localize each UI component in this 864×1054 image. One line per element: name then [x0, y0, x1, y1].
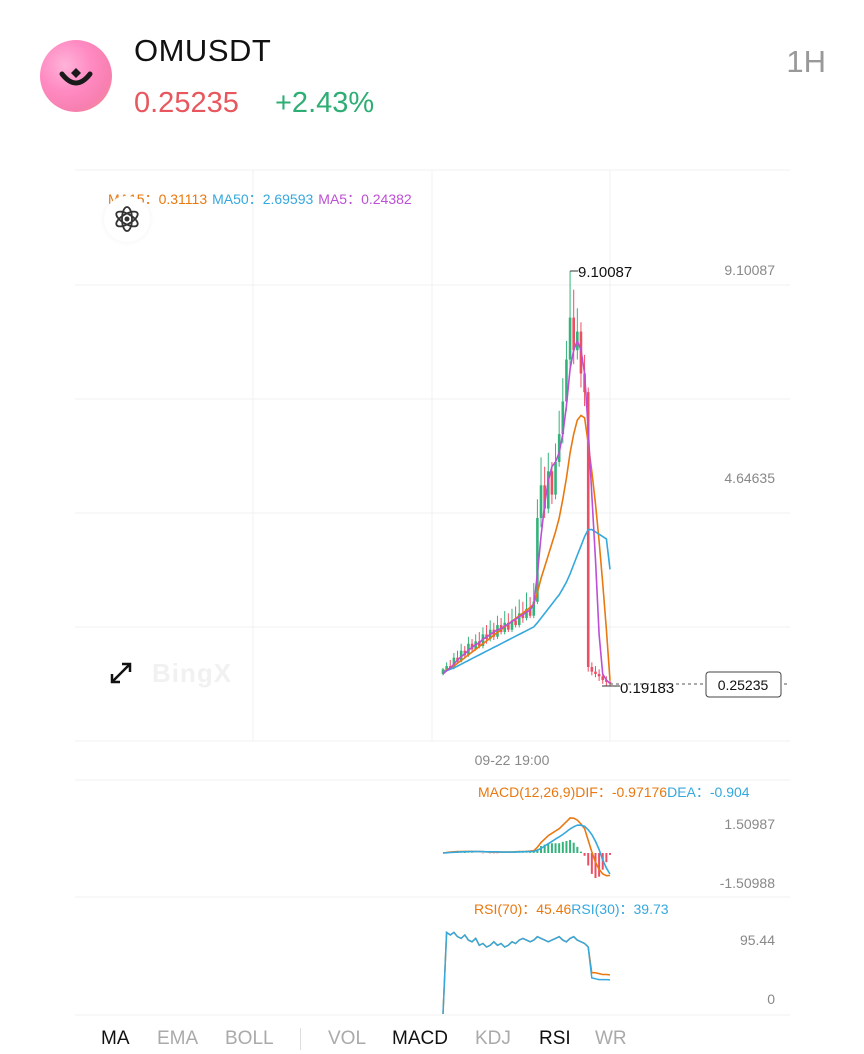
macd-y-max: 1.50987: [724, 816, 775, 832]
om-logo: [40, 40, 112, 112]
tab-wr[interactable]: WR: [595, 1028, 627, 1049]
ma-line-ma15: [442, 414, 611, 681]
candle-body: [441, 669, 445, 674]
symbol-title: OMUSDT: [134, 33, 272, 68]
candle-body: [496, 625, 499, 637]
rsi-y-min: 0: [767, 991, 775, 1007]
tab-boll[interactable]: BOLL: [225, 1028, 274, 1049]
candle-body: [543, 485, 546, 509]
candle-body: [517, 613, 521, 626]
candle-body: [561, 401, 565, 435]
rsi30-line: [442, 930, 611, 1015]
candle-body: [536, 517, 539, 602]
candle-body: [452, 657, 456, 668]
legend-label: MA50：: [212, 191, 263, 207]
candle-body: [572, 317, 575, 351]
candle-body: [565, 359, 568, 402]
bingx-watermark: BingX: [152, 658, 233, 688]
legend-value: 0.31113: [159, 191, 208, 207]
legend-value: 0.24382: [361, 191, 412, 207]
macd-dif-legend: DIF：-0.97176: [575, 784, 667, 800]
candle-body: [601, 676, 605, 681]
tab-ema[interactable]: EMA: [157, 1028, 199, 1049]
rsi70-legend: RSI(70)：45.46: [474, 901, 571, 917]
tab-ma[interactable]: MA: [101, 1028, 130, 1049]
candle-body: [557, 434, 561, 463]
candle-body: [532, 601, 536, 616]
candle-body: [510, 620, 514, 630]
candle-body: [546, 471, 550, 509]
last-price: 0.25235: [134, 87, 239, 119]
price-change: +2.43%: [275, 87, 375, 119]
candle-body: [550, 471, 554, 495]
legend-value: 2.69593: [263, 191, 314, 207]
ma-line-ma50: [442, 528, 611, 673]
ma-line-ma5: [442, 338, 611, 685]
header: OMUSDT 0.25235 +2.43% 1H: [0, 0, 864, 150]
rsi-y-max: 95.44: [740, 932, 775, 948]
current-price-box: [705, 671, 782, 698]
x-tick-label: 09-22 19:00: [475, 752, 550, 768]
tab-macd[interactable]: MACD: [392, 1028, 448, 1049]
indicator-tabs: MA EMA BOLL VOL MACD KDJ RSI WR: [0, 1020, 864, 1054]
candle-body: [521, 613, 525, 619]
y-tick-label: 9.10087: [724, 262, 775, 278]
expand-icon[interactable]: [108, 660, 134, 686]
current-price-label: 0.25235: [718, 677, 769, 693]
candle-body: [594, 671, 597, 674]
candle-body: [528, 608, 532, 616]
candle-body: [590, 666, 594, 672]
macd-title: MACD(12,26,9): [478, 784, 575, 800]
candle-body: [539, 485, 543, 518]
macd-y-min: -1.50988: [720, 875, 775, 891]
macd-dea-line: [442, 824, 611, 875]
high-marker-label: 9.10087: [578, 264, 632, 281]
candle-body: [507, 622, 510, 630]
candle-body: [568, 317, 572, 360]
legend-label: MA5：: [318, 191, 361, 207]
interval-selector[interactable]: 1H: [786, 44, 826, 79]
tab-kdj[interactable]: KDJ: [475, 1028, 511, 1049]
rsi30-legend: RSI(30)：39.73: [571, 901, 668, 917]
candle-body: [554, 462, 557, 495]
candle-body: [492, 629, 496, 637]
tab-rsi[interactable]: RSI: [539, 1028, 571, 1049]
candle-body: [514, 620, 517, 626]
candle-body: [597, 673, 601, 677]
candle-body: [525, 608, 528, 619]
y-tick-label: 4.64635: [724, 470, 775, 486]
candle-body: [478, 641, 481, 647]
macd-dea-legend: DEA：-0.904: [667, 784, 750, 800]
low-marker-label: 0.19183: [620, 680, 674, 697]
candle-body: [481, 634, 485, 647]
candle-body: [445, 666, 448, 670]
tab-vol[interactable]: VOL: [328, 1028, 367, 1049]
om-logo-glyph-icon: [59, 68, 93, 86]
atom-icon[interactable]: [104, 196, 150, 242]
tab-divider: [300, 1028, 301, 1050]
